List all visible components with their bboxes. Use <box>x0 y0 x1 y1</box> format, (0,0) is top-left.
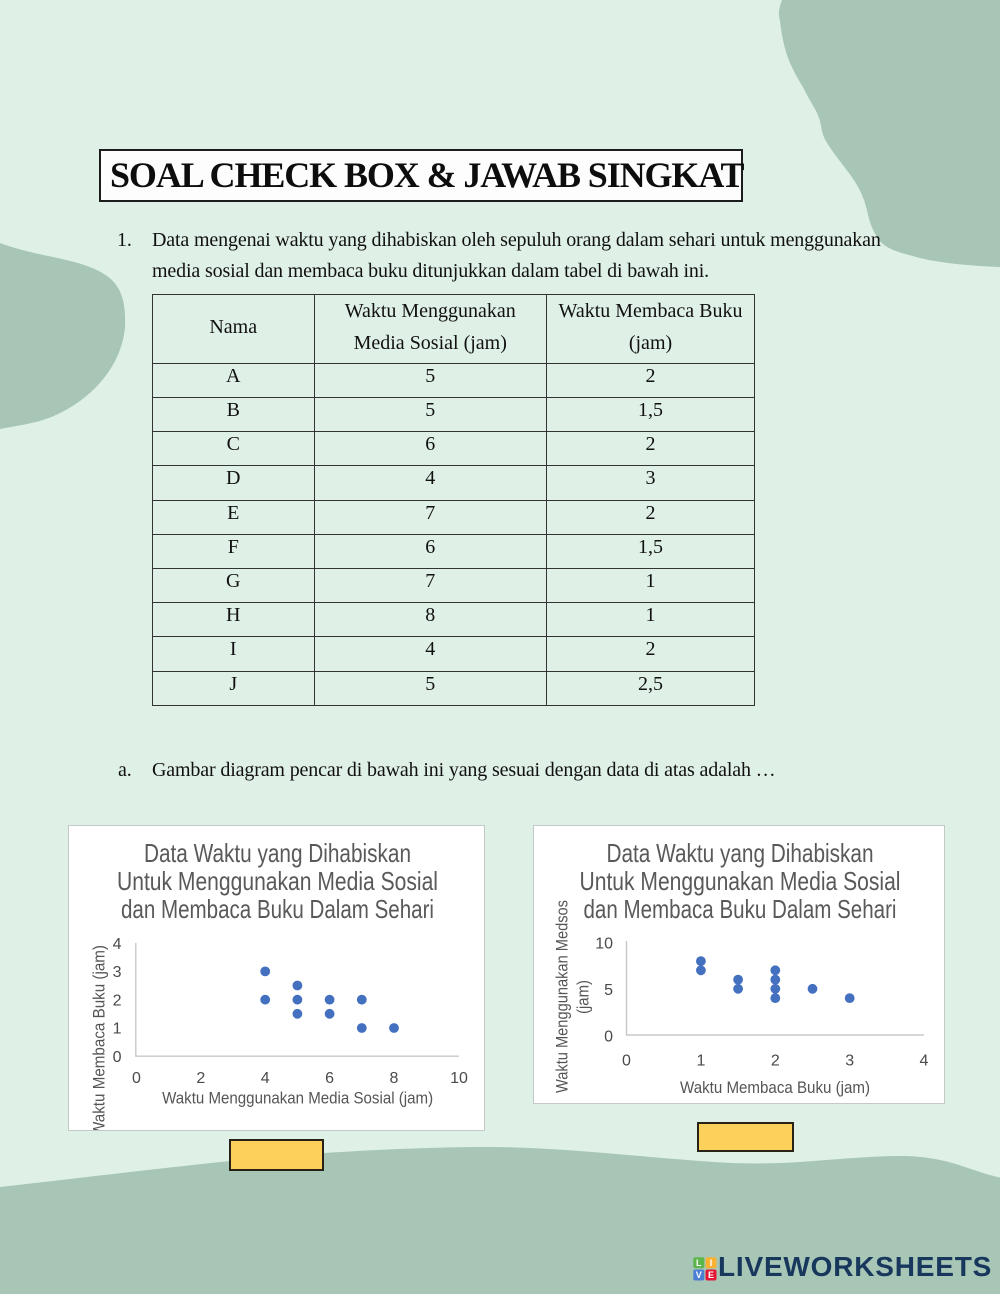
svg-text:3: 3 <box>113 964 122 981</box>
svg-text:Untuk Menggunakan Media Sosial: Untuk Menggunakan Media Sosial <box>117 866 438 896</box>
svg-text:3: 3 <box>845 1052 854 1069</box>
svg-text:dan Membaca Buku Dalam Sehari: dan Membaca Buku Dalam Sehari <box>584 894 897 924</box>
svg-text:4: 4 <box>261 1070 270 1087</box>
svg-text:10: 10 <box>450 1070 468 1087</box>
svg-text:0: 0 <box>113 1049 122 1066</box>
svg-text:Data Waktu yang Dihabiskan: Data Waktu yang Dihabiskan <box>144 838 411 868</box>
svg-text:2: 2 <box>113 992 122 1009</box>
svg-text:2: 2 <box>771 1052 780 1069</box>
svg-text:dan Membaca Buku Dalam Sehari: dan Membaca Buku Dalam Sehari <box>121 894 434 924</box>
svg-text:L: L <box>696 1258 702 1268</box>
svg-text:LIVEWORKSHEETS: LIVEWORKSHEETS <box>718 1253 992 1282</box>
svg-text:8: 8 <box>390 1070 399 1087</box>
svg-text:4: 4 <box>920 1052 929 1069</box>
svg-text:10: 10 <box>595 935 613 952</box>
svg-text:0: 0 <box>622 1052 631 1069</box>
svg-text:1: 1 <box>113 1021 122 1038</box>
svg-text:Waktu Menggunakan Media Sosial: Waktu Menggunakan Media Sosial (jam) <box>162 1089 433 1108</box>
svg-text:0: 0 <box>132 1070 141 1087</box>
svg-text:5: 5 <box>604 982 613 999</box>
svg-text:0: 0 <box>604 1028 613 1045</box>
svg-text:Waktu Membaca Buku (jam): Waktu Membaca Buku (jam) <box>680 1078 870 1097</box>
svg-text:Data Waktu yang Dihabiskan: Data Waktu yang Dihabiskan <box>607 838 874 868</box>
svg-text:(jam): (jam) <box>574 980 593 1014</box>
svg-text:I: I <box>710 1258 713 1268</box>
svg-text:2: 2 <box>196 1070 205 1087</box>
svg-text:6: 6 <box>325 1070 334 1087</box>
svg-text:1: 1 <box>696 1052 705 1069</box>
svg-text:Untuk Menggunakan Media Sosial: Untuk Menggunakan Media Sosial <box>580 866 901 896</box>
svg-text:V: V <box>696 1270 702 1280</box>
svg-text:Waktu Menggunakan Medsos: Waktu Menggunakan Medsos <box>553 900 572 1093</box>
svg-text:4: 4 <box>113 936 122 953</box>
svg-text:E: E <box>708 1270 714 1280</box>
svg-text:Waktu Membaca Buku (jam): Waktu Membaca Buku (jam) <box>90 945 109 1130</box>
